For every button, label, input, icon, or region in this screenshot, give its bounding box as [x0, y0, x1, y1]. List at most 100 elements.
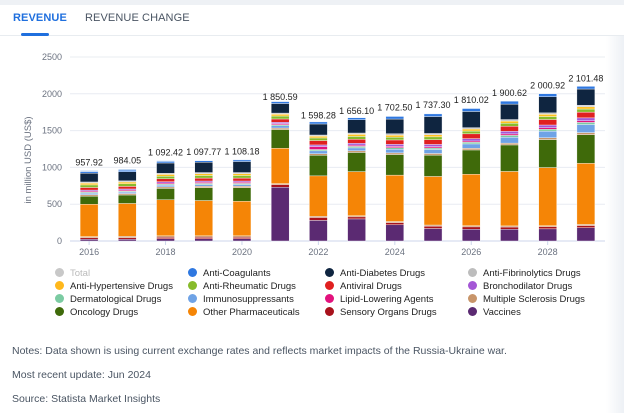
legend-item[interactable]: Bronchodilator Drugs — [468, 281, 572, 293]
bar-segment[interactable] — [423, 154, 443, 177]
legend-item[interactable]: Lipid-Lowering Agents — [325, 294, 433, 306]
bar-segment[interactable] — [309, 146, 328, 150]
bar-segment[interactable] — [156, 178, 175, 182]
bar-segment[interactable] — [385, 174, 405, 222]
bar-segment[interactable] — [385, 134, 405, 138]
bar-stack-2028[interactable] — [538, 93, 557, 242]
bar-segment[interactable] — [576, 122, 596, 125]
bar-segment[interactable] — [79, 203, 99, 237]
bar-segment[interactable] — [79, 192, 99, 195]
bar-segment[interactable] — [156, 185, 175, 188]
bar-stack-2016[interactable] — [79, 170, 99, 242]
bar-segment[interactable] — [576, 120, 596, 123]
bar-segment[interactable] — [576, 134, 596, 164]
bar-segment[interactable] — [500, 100, 519, 105]
legend-item[interactable]: Sensory Organs Drugs — [325, 307, 437, 319]
tab-revenue[interactable]: REVENUE — [13, 12, 67, 24]
bar-segment[interactable] — [576, 108, 596, 113]
bar-segment[interactable] — [500, 131, 519, 135]
bar-segment[interactable] — [232, 173, 252, 176]
bar-segment[interactable] — [79, 187, 99, 191]
bar-segment[interactable] — [462, 229, 481, 242]
bar-stack-2019[interactable] — [194, 160, 213, 242]
bar-stack-2029[interactable] — [576, 86, 596, 242]
bar-segment[interactable] — [347, 143, 366, 146]
bar-segment[interactable] — [500, 133, 519, 136]
bar-segment[interactable] — [462, 108, 481, 112]
bar-segment[interactable] — [385, 149, 405, 154]
legend-item[interactable]: Dermatological Drugs — [55, 294, 161, 306]
bar-segment[interactable] — [270, 100, 290, 102]
bar-segment[interactable] — [423, 116, 443, 134]
bar-segment[interactable] — [347, 171, 366, 216]
bar-segment[interactable] — [500, 142, 519, 146]
bar-segment[interactable] — [500, 123, 519, 127]
bar-segment[interactable] — [309, 137, 328, 141]
bar-segment[interactable] — [423, 136, 443, 140]
bar-segment[interactable] — [462, 149, 481, 175]
bar-segment[interactable] — [79, 172, 99, 183]
bar-segment[interactable] — [156, 238, 175, 242]
bar-segment[interactable] — [347, 134, 366, 137]
bar-segment[interactable] — [79, 194, 99, 197]
bar-segment[interactable] — [118, 203, 137, 237]
bar-segment[interactable] — [232, 236, 252, 239]
bar-segment[interactable] — [500, 171, 519, 227]
bar-segment[interactable] — [79, 171, 99, 174]
bar-segment[interactable] — [118, 238, 137, 242]
bar-segment[interactable] — [118, 171, 137, 182]
bar-segment[interactable] — [462, 148, 481, 151]
bar-stack-2024[interactable] — [385, 116, 405, 242]
bar-segment[interactable] — [423, 144, 443, 147]
bar-segment[interactable] — [309, 135, 328, 139]
bar-segment[interactable] — [232, 177, 252, 182]
bar-segment[interactable] — [538, 112, 557, 115]
bar-segment[interactable] — [270, 187, 290, 242]
legend-item[interactable]: Total — [55, 268, 90, 280]
bar-segment[interactable] — [270, 118, 290, 123]
bar-segment[interactable] — [462, 226, 481, 230]
bar-segment[interactable] — [423, 225, 443, 229]
bar-segment[interactable] — [538, 93, 557, 97]
bar-segment[interactable] — [538, 96, 557, 114]
bar-segment[interactable] — [156, 236, 175, 239]
bar-segment[interactable] — [462, 111, 481, 128]
bar-segment[interactable] — [194, 200, 213, 237]
bar-segment[interactable] — [462, 128, 481, 132]
legend-item[interactable]: Other Pharmaceuticals — [188, 307, 300, 319]
bar-segment[interactable] — [309, 153, 328, 156]
bar-segment[interactable] — [270, 113, 290, 117]
bar-stack-2021[interactable] — [270, 100, 290, 242]
bar-segment[interactable] — [156, 162, 175, 174]
bar-segment[interactable] — [500, 137, 519, 144]
bar-segment[interactable] — [462, 143, 481, 149]
bar-segment[interactable] — [79, 184, 99, 188]
bar-segment[interactable] — [576, 132, 596, 135]
bar-segment[interactable] — [423, 149, 443, 154]
bar-segment[interactable] — [156, 160, 175, 162]
bar-segment[interactable] — [309, 155, 328, 177]
bar-segment[interactable] — [500, 229, 519, 242]
bar-segment[interactable] — [462, 130, 481, 135]
legend-item[interactable]: Anti-Diabetes Drugs — [325, 268, 425, 280]
bar-segment[interactable] — [156, 176, 175, 180]
bar-stack-2027[interactable] — [500, 100, 519, 242]
bar-segment[interactable] — [118, 194, 137, 204]
bar-segment[interactable] — [194, 162, 213, 173]
bar-segment[interactable] — [347, 150, 366, 153]
bar-segment[interactable] — [156, 174, 175, 177]
bar-segment[interactable] — [423, 113, 443, 117]
bar-segment[interactable] — [309, 220, 328, 242]
bar-segment[interactable] — [538, 167, 557, 226]
bar-segment[interactable] — [423, 139, 443, 145]
bar-segment[interactable] — [538, 226, 557, 230]
bar-segment[interactable] — [385, 136, 405, 141]
legend-item[interactable]: Immunosuppressants — [188, 294, 294, 306]
legend-item[interactable]: Multiple Sclerosis Drugs — [468, 294, 585, 306]
bar-segment[interactable] — [347, 216, 366, 220]
bar-stack-2017[interactable] — [118, 168, 137, 242]
bar-segment[interactable] — [500, 135, 519, 138]
bar-stack-2023[interactable] — [347, 117, 366, 242]
bar-segment[interactable] — [347, 218, 366, 242]
bar-segment[interactable] — [385, 224, 405, 242]
